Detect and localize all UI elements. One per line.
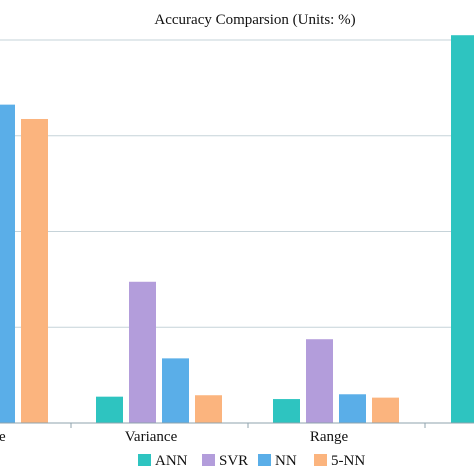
category-label: e <box>0 429 6 445</box>
legend-swatch-svr <box>202 454 215 466</box>
bar-5-nn-e <box>21 118 48 424</box>
bars <box>0 35 474 424</box>
legend-label-5-nn: 5-NN <box>331 453 365 469</box>
chart-title: Accuracy Comparsion (Units: %) <box>154 12 355 28</box>
bar-nn-range <box>339 394 366 423</box>
bar-5-nn-range <box>372 397 399 423</box>
legend-swatch-5-nn <box>314 454 327 466</box>
bar-nn-e <box>0 104 15 423</box>
bar-nn-variance <box>162 358 189 423</box>
bar-ann-range <box>273 399 300 423</box>
x-axis-baseline <box>0 422 474 428</box>
category-label: Range <box>310 429 349 445</box>
bar-ann-variance <box>96 396 123 423</box>
bar-svr-range <box>306 339 333 423</box>
legend-label-nn: NN <box>275 453 297 469</box>
legend-swatch-ann <box>138 454 151 466</box>
category-labels: e Variance Range <box>0 429 348 445</box>
bar-ann-group3 <box>451 35 474 424</box>
bar-svr-variance <box>129 281 156 423</box>
legend: ANN SVR NN 5-NN <box>138 453 365 469</box>
grid-lines <box>0 39 474 328</box>
legend-label-ann: ANN <box>155 453 188 469</box>
legend-swatch-nn <box>258 454 271 466</box>
legend-label-svr: SVR <box>219 453 248 469</box>
bar-5-nn-variance <box>195 395 222 423</box>
category-label: Variance <box>125 429 178 445</box>
